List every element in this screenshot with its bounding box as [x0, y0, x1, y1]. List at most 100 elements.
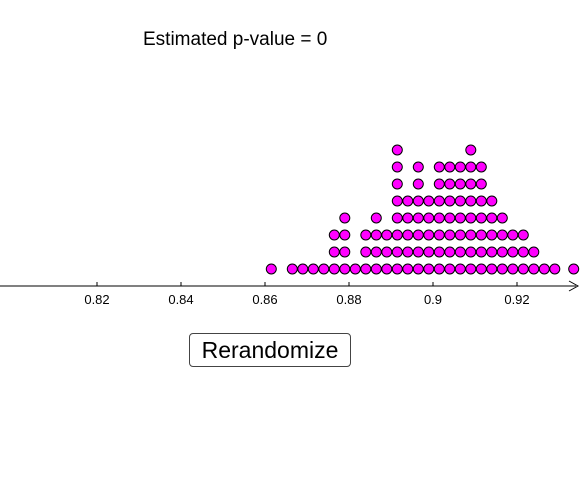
data-dot — [444, 195, 456, 207]
data-dot — [339, 229, 351, 241]
data-dot — [381, 246, 393, 258]
data-dot — [475, 161, 487, 173]
data-dot — [465, 161, 477, 173]
data-dot — [496, 212, 508, 224]
data-dot — [423, 263, 435, 275]
data-dot — [433, 178, 445, 190]
data-dot — [528, 263, 540, 275]
data-dot — [339, 263, 351, 275]
data-dot — [391, 229, 403, 241]
x-axis-arrow-icon — [568, 280, 580, 292]
data-dot — [444, 263, 456, 275]
data-dot — [402, 212, 414, 224]
data-dot — [486, 229, 498, 241]
data-dot — [454, 178, 466, 190]
data-dot — [454, 229, 466, 241]
data-dot — [391, 195, 403, 207]
data-dot — [307, 263, 319, 275]
data-dot — [496, 263, 508, 275]
data-dot — [475, 195, 487, 207]
data-dot — [465, 212, 477, 224]
data-dot — [402, 263, 414, 275]
estimated-p-value-text: Estimated p-value = 0 — [143, 29, 328, 50]
data-dot — [454, 212, 466, 224]
data-dot — [402, 195, 414, 207]
data-dot — [444, 178, 456, 190]
data-dot — [465, 229, 477, 241]
data-dot — [349, 263, 361, 275]
x-tick-label: 0.92 — [504, 292, 529, 307]
data-dot — [339, 246, 351, 258]
data-dot — [465, 246, 477, 258]
data-dot — [339, 212, 351, 224]
data-dot — [423, 212, 435, 224]
data-dot — [360, 229, 372, 241]
data-dot — [402, 229, 414, 241]
data-dot — [433, 195, 445, 207]
data-dot — [412, 178, 424, 190]
data-dot — [507, 229, 519, 241]
data-dot — [568, 263, 580, 275]
data-dot — [433, 229, 445, 241]
data-dot — [528, 246, 540, 258]
data-dot — [391, 263, 403, 275]
data-dot — [454, 195, 466, 207]
data-dot — [486, 212, 498, 224]
data-dot — [475, 212, 487, 224]
data-dot — [402, 246, 414, 258]
data-dot — [433, 161, 445, 173]
x-tick-label: 0.86 — [252, 292, 277, 307]
data-dot — [475, 263, 487, 275]
data-dot — [517, 263, 529, 275]
data-dot — [549, 263, 561, 275]
data-dot — [507, 246, 519, 258]
data-dot — [465, 144, 477, 156]
data-dot — [465, 263, 477, 275]
data-dot — [412, 212, 424, 224]
data-dot — [423, 229, 435, 241]
data-dot — [433, 263, 445, 275]
data-dot — [381, 229, 393, 241]
data-dot — [433, 246, 445, 258]
data-dot — [517, 246, 529, 258]
data-dot — [538, 263, 550, 275]
data-dot — [412, 195, 424, 207]
data-dot — [444, 161, 456, 173]
data-dot — [486, 263, 498, 275]
data-dot — [454, 246, 466, 258]
data-dot — [475, 246, 487, 258]
data-dot — [465, 195, 477, 207]
data-dot — [412, 246, 424, 258]
data-dot — [318, 263, 330, 275]
data-dot — [517, 229, 529, 241]
data-dot — [265, 263, 277, 275]
data-dot — [486, 195, 498, 207]
data-dot — [391, 144, 403, 156]
data-dot — [444, 229, 456, 241]
rerandomize-button[interactable]: Rerandomize — [189, 333, 351, 367]
data-dot — [412, 263, 424, 275]
data-dot — [486, 246, 498, 258]
data-dot — [391, 246, 403, 258]
data-dot — [370, 246, 382, 258]
data-dot — [475, 229, 487, 241]
data-dot — [465, 178, 477, 190]
data-dot — [286, 263, 298, 275]
data-dot — [370, 263, 382, 275]
data-dot — [297, 263, 309, 275]
data-dot — [444, 212, 456, 224]
data-dot — [454, 263, 466, 275]
data-dot — [412, 229, 424, 241]
data-dot — [433, 212, 445, 224]
x-tick-label: 0.84 — [168, 292, 193, 307]
data-dot — [328, 263, 340, 275]
data-dot — [328, 229, 340, 241]
data-dot — [370, 229, 382, 241]
data-dot — [391, 212, 403, 224]
data-dot — [507, 263, 519, 275]
data-dot — [496, 246, 508, 258]
data-dot — [444, 246, 456, 258]
data-dot — [360, 246, 372, 258]
